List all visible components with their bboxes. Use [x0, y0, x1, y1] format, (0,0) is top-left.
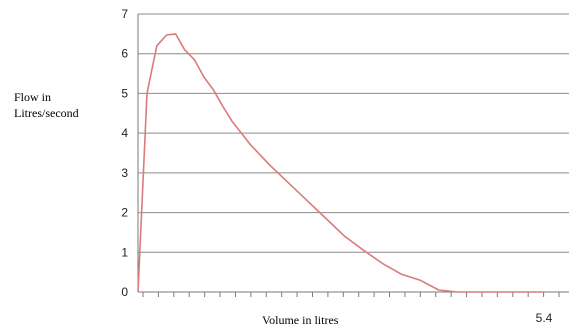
series-group — [137, 33, 544, 293]
y-tick-labels: 0 1 2 3 4 5 6 7 — [121, 7, 128, 299]
y-tick-label-6: 6 — [121, 47, 128, 61]
y-axis-label-line-2: Litres/second — [14, 106, 79, 120]
y-tick-label-1: 1 — [121, 245, 128, 259]
y-tick-label-7: 7 — [121, 7, 128, 21]
y-tick-label-5: 5 — [121, 86, 128, 100]
y-tick-label-4: 4 — [121, 126, 128, 140]
y-tick-label-2: 2 — [121, 206, 128, 220]
y-tick-label-0: 0 — [121, 285, 128, 299]
series-line-0 — [137, 33, 544, 293]
y-tick-label-3: 3 — [121, 166, 128, 180]
x-axis-label: Volume in litres — [262, 313, 339, 327]
y-axis-label: Flow in Litres/second — [14, 89, 79, 121]
axes — [137, 14, 569, 293]
grid-lines — [138, 13, 569, 253]
x-tick-marks — [142, 292, 560, 297]
x-end-label: 5.4 — [536, 311, 553, 325]
y-axis-label-line-1: Flow in — [14, 90, 52, 104]
